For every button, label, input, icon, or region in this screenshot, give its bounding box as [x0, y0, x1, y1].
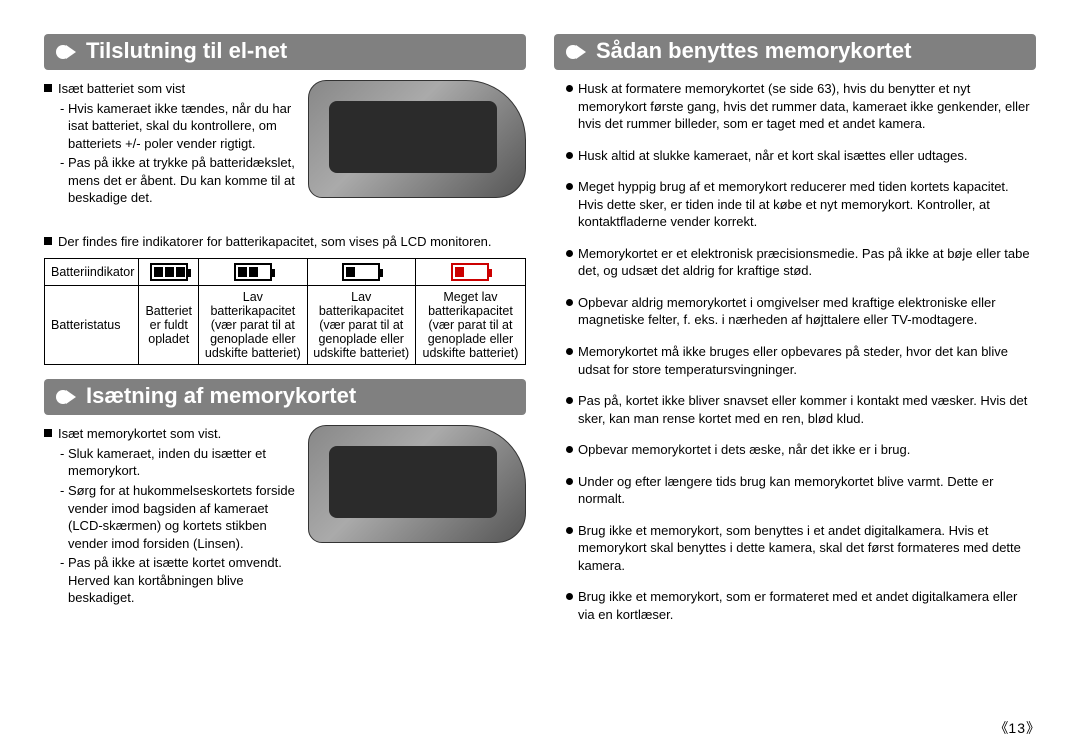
- section-header-connection: Tilslutning til el-net: [44, 34, 526, 70]
- memorycard-tips-list: Husk at formatere memorykortet (se side …: [554, 80, 1036, 624]
- right-column: Sådan benyttes memorykortet Husk at form…: [554, 34, 1036, 638]
- memorycard-insert-block: Isæt memorykortet som vist. - Sluk kamer…: [44, 425, 526, 614]
- section-header-insert-card: Isætning af memorykortet: [44, 379, 526, 415]
- battery-low-red-icon: [451, 263, 489, 281]
- list-item: Brug ikke et memorykort, som benyttes i …: [566, 522, 1036, 575]
- section-header-use-card: Sådan benyttes memorykortet: [554, 34, 1036, 70]
- battery-insert-lead: Isæt batteriet som vist - Hvis kameraet …: [44, 80, 300, 207]
- table-cell: Lav batterikapacitet (vær parat til at g…: [307, 286, 415, 365]
- table-row-label: Batteristatus: [45, 286, 139, 365]
- section-header-text: Isætning af memorykortet: [86, 383, 356, 408]
- battery-sub2: - Pas på ikke at trykke på batteridæksle…: [58, 154, 300, 207]
- battery-icon-cell: [139, 259, 199, 286]
- square-bullet-icon: [44, 429, 52, 437]
- indicator-note-text: Der findes fire indikatorer for batterik…: [58, 234, 492, 249]
- list-item: Under og efter længere tids brug kan mem…: [566, 473, 1036, 508]
- memorycard-lead-text: Isæt memorykortet som vist.: [58, 426, 221, 441]
- square-bullet-icon: [44, 237, 52, 245]
- battery-two-icon: [234, 263, 272, 281]
- page-number-value: 13: [1008, 720, 1026, 736]
- page-columns: Tilslutning til el-net Isæt batteriet so…: [44, 34, 1036, 638]
- battery-insert-block: Isæt batteriet som vist - Hvis kameraet …: [44, 80, 526, 215]
- battery-icon-cell: [415, 259, 525, 286]
- table-cell: Batteriet er fuldt opladet: [139, 286, 199, 365]
- list-item: Memorykortet er et elektronisk præcision…: [566, 245, 1036, 280]
- battery-icon-cell: [307, 259, 415, 286]
- battery-icon-cell: [199, 259, 307, 286]
- list-item: Pas på, kortet ikke bliver snavset eller…: [566, 392, 1036, 427]
- camera-battery-illustration: [308, 80, 526, 198]
- left-column: Tilslutning til el-net Isæt batteriet so…: [44, 34, 526, 638]
- list-item: Brug ikke et memorykort, som er formater…: [566, 588, 1036, 623]
- memorycard-sub3: - Pas på ikke at isætte kortet omvendt. …: [58, 554, 300, 607]
- table-cell: Meget lav batterikapacitet (vær parat ti…: [415, 286, 525, 365]
- camera-memorycard-illustration: [308, 425, 526, 543]
- list-item: Memorykortet må ikke bruges eller opbeva…: [566, 343, 1036, 378]
- battery-full-icon: [150, 263, 188, 281]
- list-item: Opbevar memorykortet i dets æske, når de…: [566, 441, 1036, 459]
- indicator-note: Der findes fire indikatorer for batterik…: [44, 233, 526, 251]
- battery-indicator-table: Batteriindikator Batteristatus Batteriet…: [44, 258, 526, 365]
- section-header-text: Sådan benyttes memorykortet: [596, 38, 911, 63]
- section-header-text: Tilslutning til el-net: [86, 38, 287, 63]
- list-item: Meget hyppig brug af et memorykort reduc…: [566, 178, 1036, 231]
- memorycard-sub2: - Sørg for at hukommelseskortets forside…: [58, 482, 300, 552]
- list-item: Opbevar aldrig memorykortet i omgivelser…: [566, 294, 1036, 329]
- memorycard-sub1: - Sluk kameraet, inden du isætter et mem…: [58, 445, 300, 480]
- list-item: Husk at formatere memorykortet (se side …: [566, 80, 1036, 133]
- battery-sub1: - Hvis kameraet ikke tændes, når du har …: [58, 100, 300, 153]
- page-number: 13: [994, 718, 1040, 738]
- battery-one-icon: [342, 263, 380, 281]
- memorycard-lead: Isæt memorykortet som vist. - Sluk kamer…: [44, 425, 300, 606]
- table-cell: Lav batterikapacitet (vær parat til at g…: [199, 286, 307, 365]
- square-bullet-icon: [44, 84, 52, 92]
- table-row-label: Batteriindikator: [45, 259, 139, 286]
- list-item: Husk altid at slukke kameraet, når et ko…: [566, 147, 1036, 165]
- battery-lead-text: Isæt batteriet som vist: [58, 81, 185, 96]
